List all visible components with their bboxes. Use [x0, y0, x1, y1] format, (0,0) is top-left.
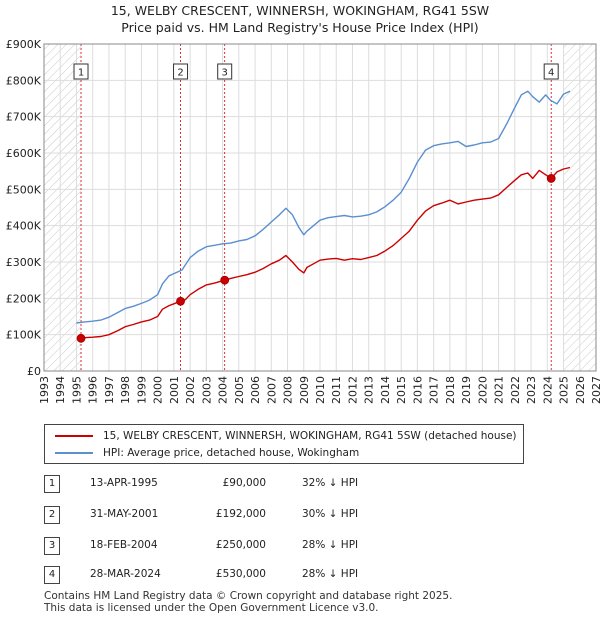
plot-border — [43, 43, 597, 372]
sale-label-box — [73, 63, 89, 80]
transaction-price: £530,000 — [215, 568, 266, 580]
y-tick-label: £0 — [27, 365, 41, 378]
x-tick-label: 2016 — [411, 376, 424, 404]
x-tick-label: 2013 — [363, 376, 376, 404]
x-tick-label: 2021 — [493, 376, 506, 404]
y-tick-label: £600K — [6, 147, 42, 160]
transaction-row: 2 31-MAY-2001 £192,000 30% ↓ HPI — [0, 506, 600, 526]
x-tick-label: 2018 — [444, 376, 457, 404]
y-tick-label: £300K — [6, 256, 42, 269]
transaction-number: 3 — [44, 537, 60, 555]
transaction-date: 28-MAR-2024 — [90, 568, 161, 580]
sale-point — [546, 174, 556, 183]
sale-point — [76, 333, 86, 343]
hatched-region — [44, 44, 82, 371]
y-tick-label: £200K — [6, 292, 42, 305]
x-tick-label: 2004 — [217, 376, 230, 404]
transaction-row: 3 18-FEB-2004 £250,000 28% ↓ HPI — [0, 537, 600, 557]
x-tick-label: 2022 — [509, 376, 522, 404]
y-tick-label: £800K — [6, 74, 42, 87]
sale-label-box — [217, 63, 233, 80]
x-tick-label: 2019 — [460, 376, 473, 404]
x-tick-label: 1996 — [87, 376, 100, 404]
x-tick-label: 1997 — [103, 376, 116, 404]
x-tick-label: 2006 — [249, 376, 262, 404]
transaction-row: 1 13-APR-1995 £90,000 32% ↓ HPI — [0, 475, 600, 495]
transaction-number: 1 — [44, 475, 60, 493]
x-tick-label: 2009 — [298, 376, 311, 404]
x-tick-label: 2012 — [346, 376, 359, 404]
x-tick-label: 2025 — [558, 376, 571, 404]
transaction-price: £250,000 — [215, 539, 266, 551]
sale-label: 4 — [548, 68, 554, 79]
sale-point — [220, 275, 230, 285]
transaction-price: £90,000 — [222, 477, 266, 489]
property-series-line — [80, 166, 571, 339]
transaction-number: 4 — [44, 566, 60, 584]
x-tick-label: 2000 — [152, 376, 165, 404]
transaction-row: 4 28-MAR-2024 £530,000 28% ↓ HPI — [0, 566, 600, 586]
legend-swatch-hpi — [55, 452, 93, 454]
chart-title-line2: Price paid vs. HM Land Registry's House … — [121, 20, 479, 35]
x-tick-label: 2005 — [233, 376, 246, 404]
footer-copyright: Contains HM Land Registry data © Crown c… — [44, 590, 453, 602]
x-tick-label: 2023 — [525, 376, 538, 404]
transaction-number: 2 — [44, 506, 60, 524]
x-tick-label: 2014 — [379, 376, 392, 404]
y-tick-label: £100K — [6, 329, 42, 342]
transaction-hpi-diff: 28% ↓ HPI — [302, 568, 359, 580]
x-tick-label: 2017 — [428, 376, 441, 404]
transaction-price: £192,000 — [215, 508, 266, 520]
x-tick-label: 2010 — [314, 376, 327, 404]
x-tick-label: 2026 — [574, 376, 587, 404]
transaction-date: 18-FEB-2004 — [90, 539, 158, 551]
price-chart: 1 2 3 4 £0 £100K £200K £300K £400K £500K £600K £70… — [6, 38, 600, 404]
x-tick-label: 1998 — [119, 376, 132, 404]
legend-swatch-property — [55, 435, 93, 437]
x-tick-label: 2007 — [265, 376, 278, 404]
y-tick-label: £500K — [6, 183, 42, 196]
transaction-hpi-diff: 30% ↓ HPI — [302, 508, 359, 520]
y-tick-label: £900K — [6, 38, 42, 51]
y-tick-label: £400K — [6, 220, 42, 233]
footer-licence: This data is licensed under the Open Gov… — [44, 602, 379, 614]
x-tick-label: 2020 — [476, 376, 489, 404]
legend-item-property: 15, WELBY CRESCENT, WINNERSH, WOKINGHAM,… — [55, 428, 517, 444]
x-tick-label: 2027 — [590, 376, 600, 404]
legend-item-hpi: HPI: Average price, detached house, Woki… — [55, 445, 359, 461]
sale-label-box — [543, 63, 559, 80]
legend-label-property: 15, WELBY CRESCENT, WINNERSH, WOKINGHAM,… — [103, 430, 517, 442]
x-tick-label: 1999 — [135, 376, 148, 404]
x-tick-label: 1993 — [38, 376, 51, 404]
transaction-date: 31-MAY-2001 — [90, 508, 159, 520]
x-tick-label: 2015 — [395, 376, 408, 404]
sale-label: 1 — [78, 68, 84, 79]
x-tick-label: 2011 — [330, 376, 343, 404]
x-tick-label: 1995 — [70, 376, 83, 404]
transaction-hpi-diff: 28% ↓ HPI — [302, 539, 359, 551]
legend-label-hpi: HPI: Average price, detached house, Woki… — [103, 447, 360, 459]
sale-point — [176, 296, 185, 306]
x-tick-label: 2024 — [541, 376, 554, 404]
x-tick-label: 2003 — [200, 376, 213, 404]
hpi-series-line — [76, 90, 571, 324]
x-tick-label: 1994 — [54, 376, 67, 404]
transaction-date: 13-APR-1995 — [90, 477, 158, 489]
sale-label-box — [173, 63, 189, 80]
sale-label: 2 — [177, 68, 183, 79]
sale-label: 3 — [222, 68, 228, 79]
y-tick-label: £700K — [6, 111, 42, 124]
chart-title-line1: 15, WELBY CRESCENT, WINNERSH, WOKINGHAM,… — [110, 3, 490, 18]
x-tick-label: 2008 — [282, 376, 295, 404]
legend: 15, WELBY CRESCENT, WINNERSH, WOKINGHAM,… — [44, 424, 524, 464]
x-tick-label: 2002 — [184, 376, 197, 404]
transaction-hpi-diff: 32% ↓ HPI — [302, 477, 359, 489]
x-tick-label: 2001 — [168, 376, 181, 404]
